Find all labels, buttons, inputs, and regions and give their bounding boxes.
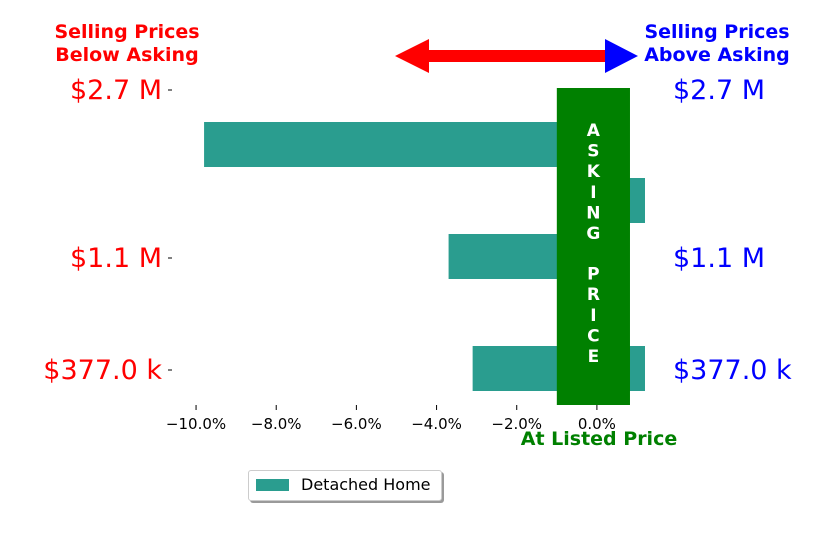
asking-price-letter: I (590, 183, 596, 203)
left-price-label: $1.1 M (70, 243, 162, 274)
below-asking-annotation: Selling Prices Below Asking (54, 21, 199, 66)
asking-price-letter: I (590, 306, 596, 326)
bar-detached-home-0 (204, 122, 597, 167)
left-price-label: $377.0 k (43, 355, 162, 386)
asking-price-letter: A (587, 121, 601, 141)
right-price-label: $1.1 M (673, 243, 765, 274)
x-tick-label: −8.0% (251, 415, 302, 433)
x-tick-label: −10.0% (166, 415, 226, 433)
asking-price-letter: C (587, 326, 599, 346)
x-tick-label: −6.0% (331, 415, 382, 433)
legend: Detached Home (248, 470, 442, 501)
arrow-shaft (425, 50, 585, 62)
arrow-right-head (605, 39, 638, 73)
left-price-label: $2.7 M (70, 75, 162, 106)
arrow-shaft-end (585, 50, 607, 62)
asking-price-letter: K (587, 162, 601, 182)
asking-price-letter: N (586, 203, 600, 223)
above-asking-annotation: Selling Prices Above Asking (644, 21, 790, 66)
asking-price-letter: E (588, 347, 600, 367)
at-listed-price-annotation: At Listed Price (521, 428, 677, 450)
legend-label: Detached Home (301, 475, 431, 494)
asking-price-letter: G (586, 224, 600, 244)
x-tick-label: −2.0% (491, 415, 542, 433)
right-price-label: $377.0 k (673, 355, 792, 386)
legend-swatch (256, 479, 289, 491)
right-price-label: $2.7 M (673, 75, 765, 106)
asking-price-letter: P (587, 265, 599, 285)
asking-price-letter: R (587, 285, 600, 305)
arrow-left-head (395, 39, 429, 73)
asking-price-letter: S (587, 142, 599, 162)
x-tick-label: −4.0% (411, 415, 462, 433)
asking-price-band (556, 88, 630, 405)
x-tick-label: 0.0% (578, 415, 616, 433)
